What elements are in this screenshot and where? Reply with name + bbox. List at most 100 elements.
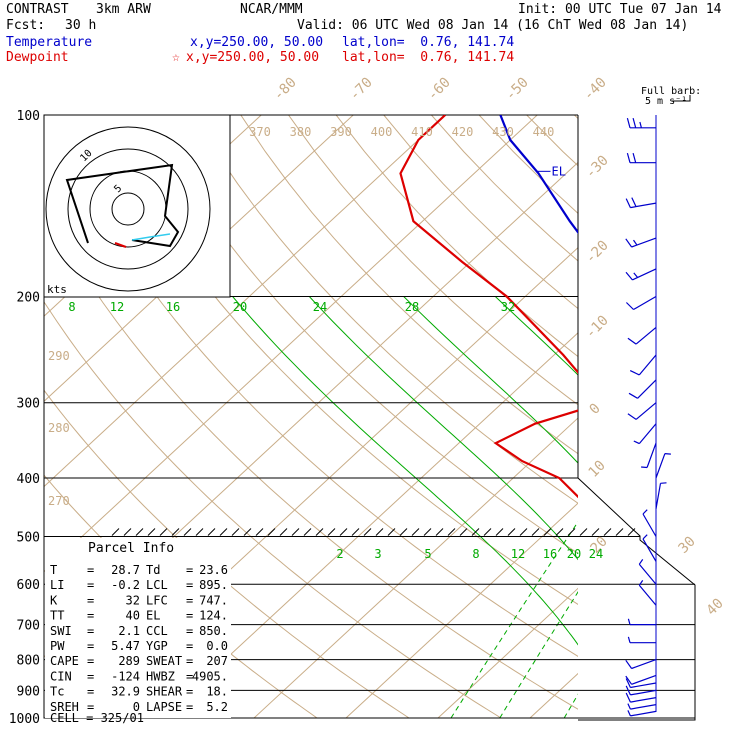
isotherm-label: -70	[347, 75, 376, 104]
dry-adiabat-line	[44, 205, 578, 710]
theta-left-label: 290	[48, 349, 70, 363]
theta-label: 400	[371, 125, 393, 139]
dry-adiabat-line	[49, 115, 578, 657]
theta-label: 440	[533, 125, 555, 139]
isotherm-line	[714, 115, 740, 718]
hatch-mark	[219, 528, 228, 536]
moist-adiabat-label: 28	[405, 300, 419, 314]
barb-legend-units: 5 m s⁻¹	[645, 96, 687, 107]
isotherm-line	[437, 587, 578, 718]
wind-barb	[625, 678, 657, 689]
wind-barb	[627, 326, 657, 345]
parcel-value: 850.	[199, 624, 228, 638]
parcel-value: 5.47	[111, 639, 140, 653]
isotherm-label: 40	[704, 596, 727, 619]
parcel-key: SREH	[50, 700, 79, 714]
parcel-info-title: Parcel Info	[88, 541, 174, 556]
pressure-tick-label: 700	[17, 619, 40, 634]
temperature-xy: x,y=250.00, 50.00	[190, 35, 324, 50]
hatch-mark	[183, 528, 192, 536]
hatch-mark	[207, 528, 216, 536]
mixing-ratio-label: 5	[424, 547, 431, 561]
wind-barb	[627, 618, 656, 626]
plot-frame-right	[577, 115, 696, 721]
parcel-value: 207	[206, 654, 228, 668]
hodograph-ring	[111, 192, 145, 226]
parcel-key: LAPSE	[146, 700, 182, 714]
dry-adiabat-line	[717, 115, 740, 718]
hatch-mark	[351, 528, 360, 536]
model-name: 3km ARW	[96, 2, 151, 17]
hodograph-trace	[65, 163, 180, 248]
dry-adiabat-line	[335, 115, 578, 358]
isotherm-line	[44, 115, 538, 573]
mixing-ratio-label: 20	[567, 547, 581, 561]
dry-adiabat-line	[145, 115, 578, 555]
hatch-mark	[507, 528, 516, 536]
hatch-mark	[111, 528, 120, 536]
parcel-value: 2.1	[118, 624, 140, 638]
hatch-mark	[555, 528, 564, 536]
parcel-key: SWI	[50, 624, 72, 638]
mixing-ratio-label: 3	[374, 547, 381, 561]
plot-frame	[43, 115, 578, 719]
isotherm-line	[345, 502, 578, 718]
mixing-ratio-label: 24	[589, 547, 603, 561]
wind-barb	[626, 152, 656, 164]
hatch-mark	[447, 528, 456, 536]
dewpoint-latlon: lat,lon= 0.76, 141.74	[342, 50, 515, 65]
parcel-info-background	[45, 538, 231, 718]
field-name: CONTRAST	[6, 2, 69, 17]
isotherm-label: -10	[583, 313, 612, 342]
parcel-value: -124	[111, 669, 140, 683]
parcel-eq: =	[87, 639, 94, 653]
parcel-key: EL	[146, 609, 160, 623]
hodograph-frame	[43, 114, 231, 298]
parcel-key: CIN	[50, 669, 72, 683]
parcel-eq: =	[87, 593, 94, 607]
theta-label: 370	[249, 125, 271, 139]
moist-adiabat-line	[494, 296, 578, 376]
dry-adiabat-line	[670, 115, 740, 718]
hatch-mark	[483, 528, 492, 536]
pressure-tick-label: 300	[17, 397, 40, 412]
theta-left-label: 280	[48, 421, 70, 435]
hatch-mark	[327, 528, 336, 536]
moist-adiabat-label: 24	[313, 300, 327, 314]
hatch-mark	[159, 528, 168, 536]
dewpoint-marker-icon: ☆	[172, 50, 180, 65]
hatch-mark	[627, 528, 636, 536]
wind-barb	[627, 636, 656, 644]
parcel-key: T	[50, 563, 57, 577]
pressure-tick-label: 900	[17, 684, 40, 699]
hatch-mark	[195, 528, 204, 536]
hatch-mark	[579, 528, 588, 536]
level-marker-label: EL	[552, 164, 566, 178]
pressure-tick-label: 200	[17, 291, 40, 306]
parcel-value: 32.9	[111, 685, 140, 699]
hatch-mark	[591, 528, 600, 536]
hatch-mark	[603, 528, 612, 536]
hatch-mark	[543, 528, 552, 536]
wind-barb	[642, 509, 657, 537]
isotherm-label: 0	[587, 401, 604, 418]
hatch-mark	[423, 528, 432, 536]
parcel-key: SWEAT	[146, 654, 182, 668]
moist-adiabat-label: 16	[166, 300, 180, 314]
hatch-mark	[315, 528, 324, 536]
pressure-tick-label: 1000	[9, 712, 40, 727]
mixing-ratio-line	[725, 478, 740, 718]
wind-barb	[638, 580, 657, 606]
parcel-key: Tc	[50, 685, 64, 699]
hatch-mark	[495, 528, 504, 536]
parcel-eq: =	[186, 639, 193, 653]
parcel-eq: =	[87, 609, 94, 623]
isotherm-line	[44, 115, 354, 403]
center-name: NCAR/MMM	[240, 2, 303, 17]
wind-barb	[625, 685, 657, 696]
parcel-value: 895.	[199, 578, 228, 592]
fcst-label: Fcst:	[6, 18, 46, 33]
mixing-ratio-label: 16	[543, 547, 557, 561]
mixing-ratio-label: 12	[511, 547, 525, 561]
